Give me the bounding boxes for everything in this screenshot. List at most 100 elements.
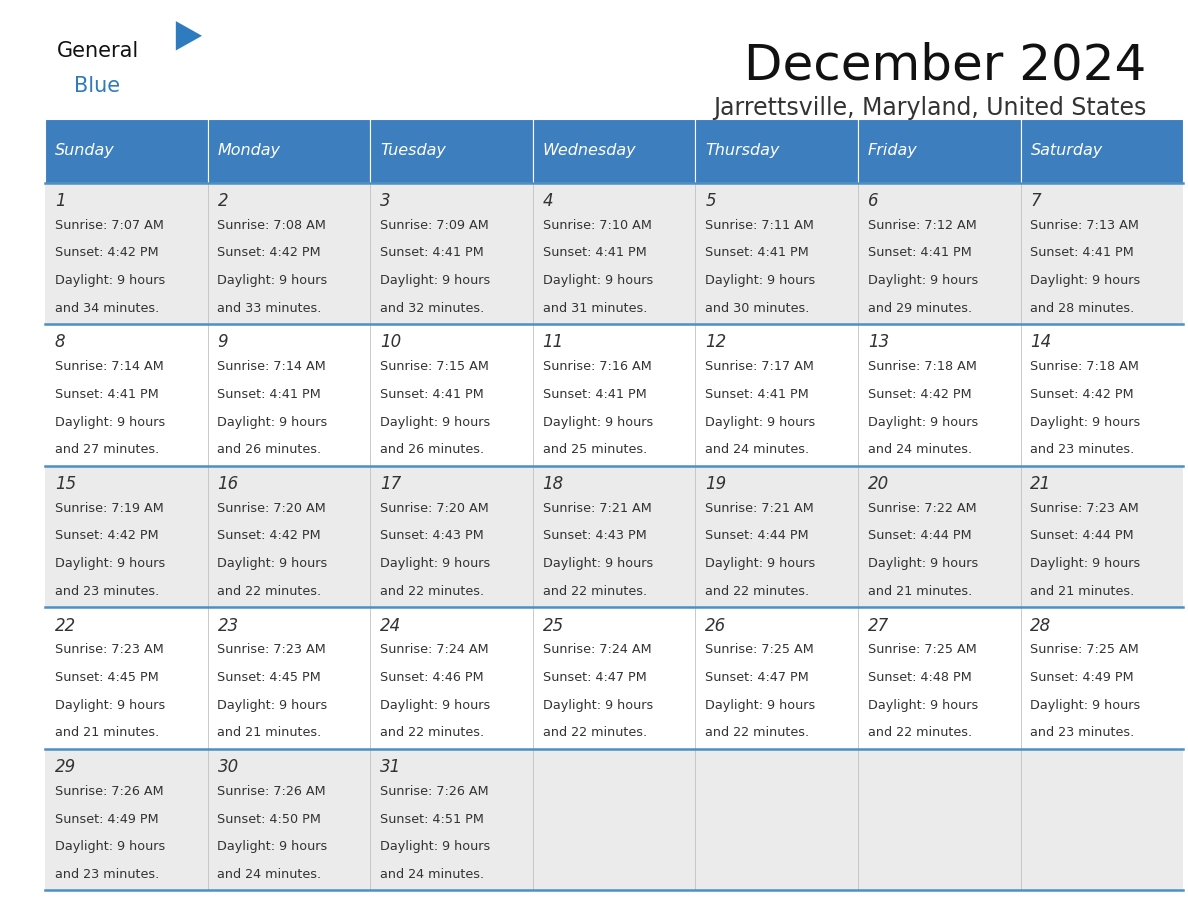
Text: 22: 22 <box>55 617 76 634</box>
Text: 13: 13 <box>867 333 889 352</box>
Text: Sunrise: 7:20 AM: Sunrise: 7:20 AM <box>380 502 488 515</box>
Text: and 23 minutes.: and 23 minutes. <box>1030 726 1135 739</box>
Text: and 25 minutes.: and 25 minutes. <box>543 443 647 456</box>
Text: Daylight: 9 hours: Daylight: 9 hours <box>543 699 653 711</box>
Text: Daylight: 9 hours: Daylight: 9 hours <box>217 274 328 287</box>
Text: Sunrise: 7:07 AM: Sunrise: 7:07 AM <box>55 218 164 231</box>
Text: Jarrettsville, Maryland, United States: Jarrettsville, Maryland, United States <box>713 96 1146 120</box>
Text: Daylight: 9 hours: Daylight: 9 hours <box>55 699 165 711</box>
Text: Daylight: 9 hours: Daylight: 9 hours <box>55 840 165 853</box>
Text: and 23 minutes.: and 23 minutes. <box>55 585 159 598</box>
Text: and 34 minutes.: and 34 minutes. <box>55 301 159 315</box>
Text: Daylight: 9 hours: Daylight: 9 hours <box>543 274 653 287</box>
Text: Sunset: 4:49 PM: Sunset: 4:49 PM <box>55 812 158 825</box>
Text: Sunrise: 7:20 AM: Sunrise: 7:20 AM <box>217 502 327 515</box>
Text: 8: 8 <box>55 333 65 352</box>
Text: Sunset: 4:47 PM: Sunset: 4:47 PM <box>706 671 809 684</box>
Text: Sunrise: 7:25 AM: Sunrise: 7:25 AM <box>1030 644 1139 656</box>
Text: Sunrise: 7:22 AM: Sunrise: 7:22 AM <box>867 502 977 515</box>
Text: 29: 29 <box>55 758 76 776</box>
Text: Sunset: 4:41 PM: Sunset: 4:41 PM <box>380 246 484 259</box>
Text: Daylight: 9 hours: Daylight: 9 hours <box>706 416 815 429</box>
Text: Daylight: 9 hours: Daylight: 9 hours <box>867 699 978 711</box>
Text: 15: 15 <box>55 475 76 493</box>
Text: Sunday: Sunday <box>55 143 115 159</box>
Text: Sunset: 4:41 PM: Sunset: 4:41 PM <box>867 246 972 259</box>
Text: Daylight: 9 hours: Daylight: 9 hours <box>706 274 815 287</box>
Text: Sunrise: 7:12 AM: Sunrise: 7:12 AM <box>867 218 977 231</box>
Text: 26: 26 <box>706 617 727 634</box>
Text: Sunrise: 7:26 AM: Sunrise: 7:26 AM <box>217 785 327 798</box>
Text: Daylight: 9 hours: Daylight: 9 hours <box>1030 416 1140 429</box>
Text: and 23 minutes.: and 23 minutes. <box>1030 443 1135 456</box>
Text: 3: 3 <box>380 192 391 210</box>
Text: Sunset: 4:51 PM: Sunset: 4:51 PM <box>380 812 484 825</box>
Text: and 26 minutes.: and 26 minutes. <box>217 443 322 456</box>
Text: 7: 7 <box>1030 192 1041 210</box>
Text: Sunrise: 7:19 AM: Sunrise: 7:19 AM <box>55 502 164 515</box>
Text: Sunset: 4:49 PM: Sunset: 4:49 PM <box>1030 671 1135 684</box>
Text: Sunset: 4:44 PM: Sunset: 4:44 PM <box>867 530 972 543</box>
Text: 19: 19 <box>706 475 727 493</box>
Text: Daylight: 9 hours: Daylight: 9 hours <box>867 416 978 429</box>
Text: Sunrise: 7:08 AM: Sunrise: 7:08 AM <box>217 218 327 231</box>
Text: 5: 5 <box>706 192 716 210</box>
Text: Sunrise: 7:18 AM: Sunrise: 7:18 AM <box>867 360 977 374</box>
Text: Sunrise: 7:17 AM: Sunrise: 7:17 AM <box>706 360 814 374</box>
Text: Daylight: 9 hours: Daylight: 9 hours <box>55 416 165 429</box>
Text: Sunset: 4:41 PM: Sunset: 4:41 PM <box>543 246 646 259</box>
Text: 30: 30 <box>217 758 239 776</box>
Text: and 21 minutes.: and 21 minutes. <box>867 585 972 598</box>
Text: Sunset: 4:41 PM: Sunset: 4:41 PM <box>543 388 646 401</box>
Text: 12: 12 <box>706 333 727 352</box>
Text: Sunset: 4:46 PM: Sunset: 4:46 PM <box>380 671 484 684</box>
Text: 31: 31 <box>380 758 402 776</box>
Text: 10: 10 <box>380 333 402 352</box>
Text: Thursday: Thursday <box>706 143 779 159</box>
Bar <box>695 119 858 183</box>
Text: Daylight: 9 hours: Daylight: 9 hours <box>380 416 491 429</box>
Text: Daylight: 9 hours: Daylight: 9 hours <box>380 557 491 570</box>
Text: Sunrise: 7:15 AM: Sunrise: 7:15 AM <box>380 360 489 374</box>
Text: and 32 minutes.: and 32 minutes. <box>380 301 485 315</box>
Text: Wednesday: Wednesday <box>543 143 637 159</box>
Text: 14: 14 <box>1030 333 1051 352</box>
Bar <box>208 119 371 183</box>
Text: and 22 minutes.: and 22 minutes. <box>543 726 646 739</box>
Bar <box>45 119 208 183</box>
Text: 25: 25 <box>543 617 564 634</box>
Text: Sunrise: 7:14 AM: Sunrise: 7:14 AM <box>217 360 327 374</box>
Text: Sunrise: 7:09 AM: Sunrise: 7:09 AM <box>380 218 488 231</box>
Text: 27: 27 <box>867 617 889 634</box>
Text: Daylight: 9 hours: Daylight: 9 hours <box>380 840 491 853</box>
Text: Daylight: 9 hours: Daylight: 9 hours <box>867 557 978 570</box>
Text: and 24 minutes.: and 24 minutes. <box>380 868 485 881</box>
Text: Daylight: 9 hours: Daylight: 9 hours <box>1030 274 1140 287</box>
Text: Blue: Blue <box>74 76 120 96</box>
Text: Sunrise: 7:16 AM: Sunrise: 7:16 AM <box>543 360 651 374</box>
Text: Daylight: 9 hours: Daylight: 9 hours <box>217 840 328 853</box>
Text: 17: 17 <box>380 475 402 493</box>
Text: and 22 minutes.: and 22 minutes. <box>543 585 646 598</box>
Text: Sunset: 4:41 PM: Sunset: 4:41 PM <box>1030 246 1135 259</box>
Text: Sunset: 4:43 PM: Sunset: 4:43 PM <box>543 530 646 543</box>
Text: December 2024: December 2024 <box>744 41 1146 89</box>
Text: Sunset: 4:45 PM: Sunset: 4:45 PM <box>217 671 321 684</box>
Text: Sunrise: 7:21 AM: Sunrise: 7:21 AM <box>543 502 651 515</box>
Text: Daylight: 9 hours: Daylight: 9 hours <box>217 699 328 711</box>
Bar <box>45 183 1183 324</box>
Text: Sunset: 4:44 PM: Sunset: 4:44 PM <box>1030 530 1135 543</box>
Text: and 21 minutes.: and 21 minutes. <box>1030 585 1135 598</box>
Text: Sunrise: 7:14 AM: Sunrise: 7:14 AM <box>55 360 164 374</box>
Bar <box>1020 119 1183 183</box>
Text: and 27 minutes.: and 27 minutes. <box>55 443 159 456</box>
Text: Daylight: 9 hours: Daylight: 9 hours <box>543 557 653 570</box>
Text: and 22 minutes.: and 22 minutes. <box>217 585 322 598</box>
Text: Sunset: 4:45 PM: Sunset: 4:45 PM <box>55 671 159 684</box>
Text: Sunset: 4:44 PM: Sunset: 4:44 PM <box>706 530 809 543</box>
Text: Sunset: 4:41 PM: Sunset: 4:41 PM <box>380 388 484 401</box>
Text: Sunset: 4:42 PM: Sunset: 4:42 PM <box>55 530 158 543</box>
Text: Sunset: 4:47 PM: Sunset: 4:47 PM <box>543 671 646 684</box>
Text: Sunset: 4:41 PM: Sunset: 4:41 PM <box>706 388 809 401</box>
Text: Daylight: 9 hours: Daylight: 9 hours <box>217 557 328 570</box>
